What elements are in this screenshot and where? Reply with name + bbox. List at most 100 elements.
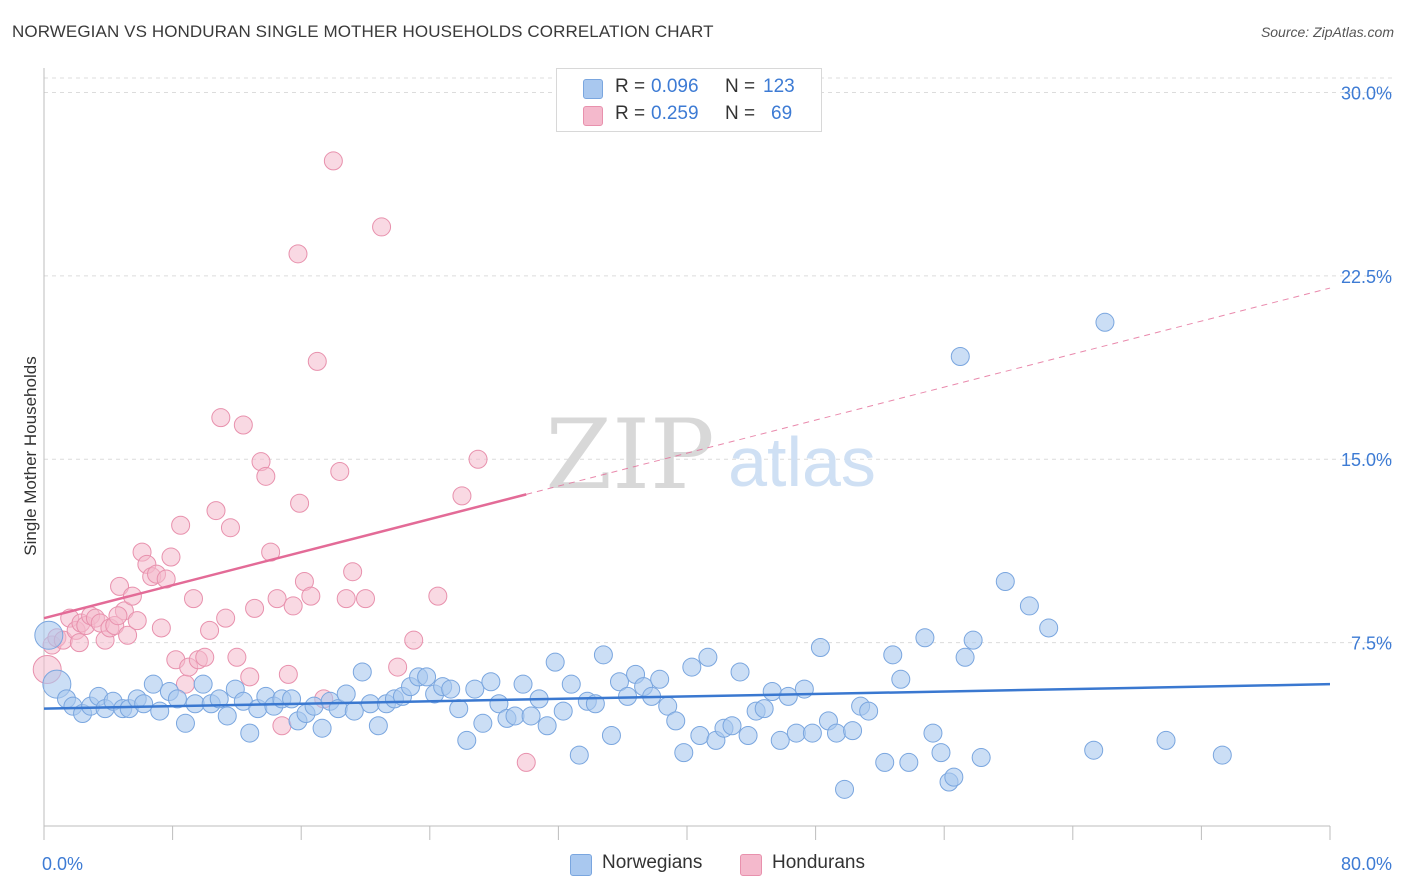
norwegian-point [521, 706, 541, 726]
norwegian-point [915, 628, 935, 648]
axes [43, 68, 1331, 840]
honduran-point [240, 667, 260, 687]
norwegian-point [312, 718, 332, 738]
stats-legend: R = 0.096 N = 123 R = 0.259 N = 69 [556, 68, 822, 132]
honduran-point [278, 664, 298, 684]
x-tick-label-min: 0.0% [42, 854, 83, 874]
honduran-point [428, 586, 448, 606]
norwegian-point [698, 647, 718, 667]
norwegian-point [666, 711, 686, 731]
watermark: ZIP atlas [545, 399, 876, 511]
norwegian-point [971, 748, 991, 768]
norwegian-point [593, 645, 613, 665]
legend-r-value: 0.096 [651, 76, 699, 97]
norwegian-point [1019, 596, 1039, 616]
norwegian-point [931, 743, 951, 763]
y-tick-label: 15.0% [1341, 450, 1392, 470]
norwegian-point [545, 652, 565, 672]
honduran-point [245, 598, 265, 618]
honduran-point [516, 752, 536, 772]
norwegian-point [193, 674, 213, 694]
honduran-point [388, 657, 408, 677]
norwegian-point [770, 730, 790, 750]
chart-title: NORWEGIAN VS HONDURAN SINGLE MOTHER HOUS… [12, 22, 714, 41]
norwegian-point [1156, 730, 1176, 750]
honduran-point [216, 608, 236, 628]
norwegian-point [826, 723, 846, 743]
norwegian-point [449, 699, 469, 719]
norwegian-point [778, 686, 798, 706]
norwegian-point [561, 674, 581, 694]
norwegian-point [569, 745, 589, 765]
norwegian-point [150, 701, 170, 721]
honduran-point [171, 515, 191, 535]
honduran-point [283, 596, 303, 616]
norwegians-trend-line [43, 682, 1331, 710]
honduran-point [288, 244, 308, 264]
norwegian-point [505, 706, 525, 726]
norwegian-point [722, 716, 742, 736]
honduran-point [183, 589, 203, 609]
norwegian-point [457, 730, 477, 750]
watermark-zip: ZIP [545, 399, 714, 511]
honduran-point [110, 576, 130, 596]
legend-r-value: 0.259 [651, 103, 699, 124]
watermark-atlas: atlas [728, 423, 876, 501]
norwegian-point [899, 752, 919, 772]
norwegian-point [34, 620, 64, 650]
norwegian-point [786, 723, 806, 743]
legend-row-hondurans: R = 0.259 N = 69 [557, 99, 821, 129]
y-tick-label: 22.5% [1341, 267, 1392, 287]
legend-label-hondurans: Hondurans [772, 852, 865, 873]
norwegian-point [336, 684, 356, 704]
norwegian-point [304, 696, 324, 716]
gridlines [44, 77, 1392, 644]
legend-swatch-blue [583, 79, 603, 99]
honduran-point [256, 466, 276, 486]
series-legend: Norwegians Hondurans [570, 852, 890, 878]
honduran-point [307, 351, 327, 371]
honduran-point [69, 633, 89, 653]
norwegian-point [950, 347, 970, 367]
norwegian-point [682, 657, 702, 677]
norwegian-point [674, 743, 694, 763]
honduran-point [343, 562, 363, 582]
honduran-point [227, 647, 247, 667]
honduran-point [336, 589, 356, 609]
legend-swatch-pink [583, 106, 603, 126]
norwegian-point [537, 716, 557, 736]
legend-n-label: N = [725, 76, 756, 97]
norwegian-point [883, 645, 903, 665]
norwegian-point [738, 726, 758, 746]
norwegian-point [944, 767, 964, 787]
honduran-point [127, 611, 147, 631]
y-tick-label: 30.0% [1341, 83, 1392, 103]
norwegian-point [963, 630, 983, 650]
hondurans-trend-extension [526, 287, 1331, 495]
honduran-point [404, 630, 424, 650]
norwegian-point [209, 689, 229, 709]
norwegian-point [167, 689, 187, 709]
norwegian-point [762, 682, 782, 702]
legend-r-label: R = [615, 76, 646, 97]
norwegians-points [34, 312, 1232, 799]
norwegian-point [1212, 745, 1232, 765]
honduran-point [200, 620, 220, 640]
honduran-point [220, 518, 240, 538]
honduran-point [108, 606, 128, 626]
tick-labels: 7.5% 15.0% 22.5% 30.0% 0.0% 80.0% [42, 83, 1392, 874]
norwegian-point [185, 694, 205, 714]
norwegian-point [417, 667, 437, 687]
honduran-point [356, 589, 375, 609]
legend-swatch-hondurans [740, 854, 762, 876]
norwegian-point [843, 721, 863, 741]
legend-r-label: R = [615, 103, 646, 124]
norwegian-point [1039, 618, 1059, 638]
honduran-point [272, 716, 292, 736]
honduran-point [267, 589, 287, 609]
norwegian-point [473, 713, 493, 733]
honduran-point [452, 486, 472, 506]
legend-row-norwegians: R = 0.096 N = 123 [557, 72, 821, 102]
norwegian-point [609, 672, 629, 692]
x-tick-label-max: 80.0% [1341, 854, 1392, 874]
